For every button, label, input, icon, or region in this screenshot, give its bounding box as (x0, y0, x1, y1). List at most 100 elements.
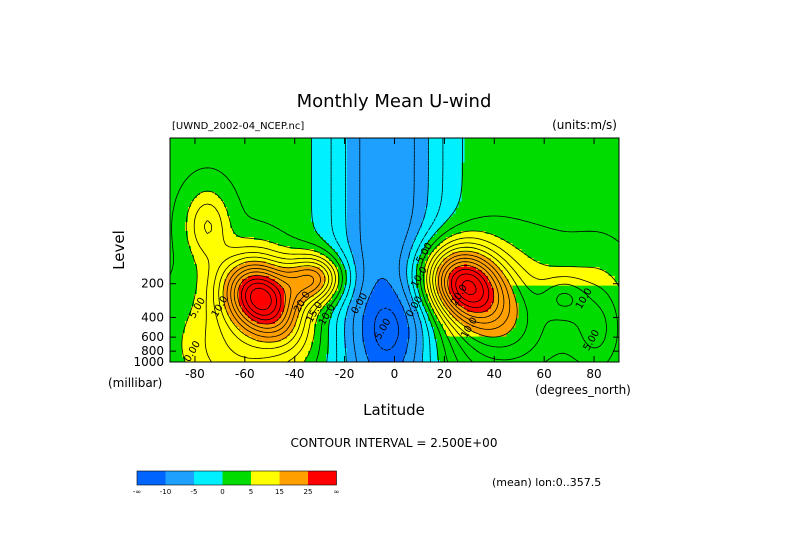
field-cell (362, 330, 411, 334)
field-cell (347, 174, 429, 178)
field-cell (170, 318, 189, 322)
field-cell (413, 243, 426, 247)
field-cell (170, 237, 189, 241)
contour-line (330, 138, 444, 362)
field-cell (221, 198, 312, 202)
field-cell (428, 144, 465, 148)
field-cell (317, 318, 330, 322)
field-cell (422, 357, 438, 361)
field-cell (182, 348, 312, 352)
legend-label: 25 (304, 488, 313, 496)
field-cell (338, 270, 348, 274)
field-cell (353, 291, 372, 295)
y-tick-label: 400 (141, 310, 164, 324)
field-cell (296, 324, 315, 328)
field-cell (188, 234, 237, 238)
field-cell (224, 279, 243, 283)
field-cell (428, 171, 462, 175)
field-cell (188, 315, 231, 319)
legend-swatch (194, 471, 223, 485)
field-cell (347, 213, 426, 217)
field-cell (347, 171, 429, 175)
field-cell (170, 249, 192, 253)
field-cell (233, 231, 318, 235)
field-cell (449, 285, 492, 289)
contour-line (222, 250, 518, 343)
field-cell (422, 360, 441, 362)
field-cell (188, 318, 231, 322)
x-tick-label: 0 (391, 367, 399, 381)
field-cell (170, 180, 312, 184)
field-cell (482, 270, 504, 274)
field-cell (170, 204, 192, 208)
field-cell (170, 339, 183, 343)
field-cell (347, 312, 366, 316)
field-cell (437, 231, 462, 235)
field-cell (236, 324, 297, 328)
field-cell (344, 291, 354, 295)
field-cell (233, 321, 258, 325)
field-cell (170, 357, 186, 361)
field-cell (347, 162, 429, 166)
field-cell (452, 315, 519, 319)
field-cell (341, 258, 354, 262)
field-cell (194, 297, 225, 301)
field-cell (488, 276, 507, 280)
field-cell (227, 273, 324, 277)
field-cell (467, 327, 513, 331)
field-cell (332, 309, 348, 313)
field-cell (338, 303, 351, 307)
field-cell (350, 300, 369, 304)
field-cell (410, 252, 423, 256)
field-cell (299, 315, 318, 319)
field-cell (392, 285, 411, 289)
field-cell (407, 345, 423, 349)
field-cell (437, 246, 516, 250)
field-cell (170, 183, 312, 187)
contour-line (344, 138, 429, 362)
field-cell (428, 294, 441, 298)
field-cell (449, 309, 468, 313)
field-cell (311, 162, 348, 166)
field-cell (425, 210, 456, 214)
field-cell (269, 276, 327, 280)
field-cell (449, 312, 519, 316)
field-cell (422, 225, 441, 229)
field-cell (497, 264, 549, 268)
field-cell (170, 192, 201, 196)
field-cell (170, 315, 189, 319)
field-cell (422, 354, 438, 358)
field-cell (170, 246, 192, 250)
field-cell (311, 171, 348, 175)
field-cell (452, 294, 495, 298)
legend-label: 5 (249, 488, 253, 496)
field-cell (362, 315, 408, 319)
field-cell (437, 279, 450, 283)
legend-label: ∞ (334, 488, 340, 496)
field-cell (404, 306, 417, 310)
plot-area (170, 138, 619, 362)
field-cell (311, 192, 348, 196)
field-cell (170, 324, 186, 328)
x-tick-label: -80 (185, 367, 205, 381)
legend-label: -10 (160, 488, 171, 496)
field-cell (287, 336, 315, 340)
field-cell (284, 294, 315, 298)
field-cell (311, 216, 348, 220)
field-cell (311, 186, 348, 190)
field-cell (284, 297, 309, 301)
field-cell (332, 297, 342, 301)
field-cell (245, 333, 291, 337)
field-cell (347, 234, 417, 238)
contour-line (181, 190, 619, 362)
field-cell (170, 210, 189, 214)
field-cell (455, 267, 477, 271)
field-cell (452, 234, 495, 238)
field-cell (185, 327, 240, 331)
field-cell (170, 141, 312, 145)
field-cell (425, 276, 438, 280)
field-cell (353, 252, 411, 256)
field-cell (185, 222, 231, 226)
field-cell (227, 207, 312, 211)
field-cell (437, 285, 450, 289)
